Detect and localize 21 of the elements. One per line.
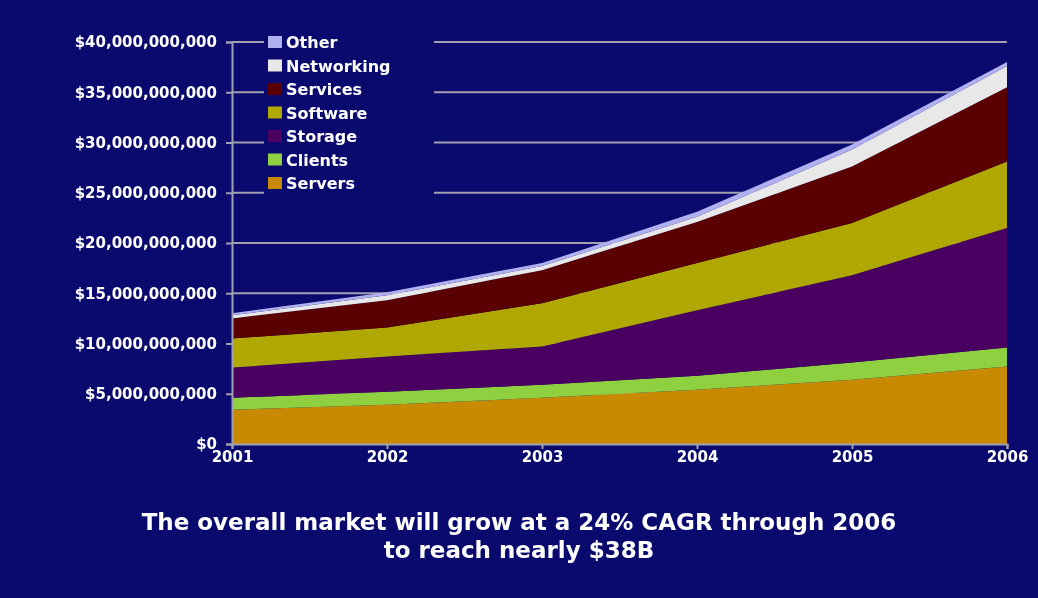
legend-label: Services xyxy=(286,80,363,99)
x-tick-label: 2004 xyxy=(676,448,719,466)
y-tick-label: $10,000,000,000 xyxy=(74,334,217,353)
y-tick-label: $5,000,000,000 xyxy=(85,385,217,404)
legend-label: Other xyxy=(286,33,338,52)
legend-label: Clients xyxy=(286,150,349,170)
y-tick-label: $40,000,000,000 xyxy=(74,33,217,52)
y-tick-label: $25,000,000,000 xyxy=(74,184,217,203)
legend-label: Storage xyxy=(286,127,358,146)
x-tick-label: 2003 xyxy=(521,448,564,466)
y-tick-label: $15,000,000,000 xyxy=(74,284,217,303)
x-tick-label: 2006 xyxy=(986,448,1029,466)
y-tick-label: $35,000,000,000 xyxy=(74,83,217,102)
y-tick-label: $20,000,000,000 xyxy=(74,234,217,253)
y-tick-label: $30,000,000,000 xyxy=(74,133,217,152)
text: The overall market will grow at a 24% CAGR through 2006 to reach nearly $38B xyxy=(141,509,897,563)
x-tick-label: 2002 xyxy=(366,448,409,466)
x-tick-label: 2005 xyxy=(831,448,874,466)
legend-label: Servers xyxy=(286,174,355,193)
legend-label: Software xyxy=(286,103,368,123)
legend-label: Networking xyxy=(286,56,391,76)
